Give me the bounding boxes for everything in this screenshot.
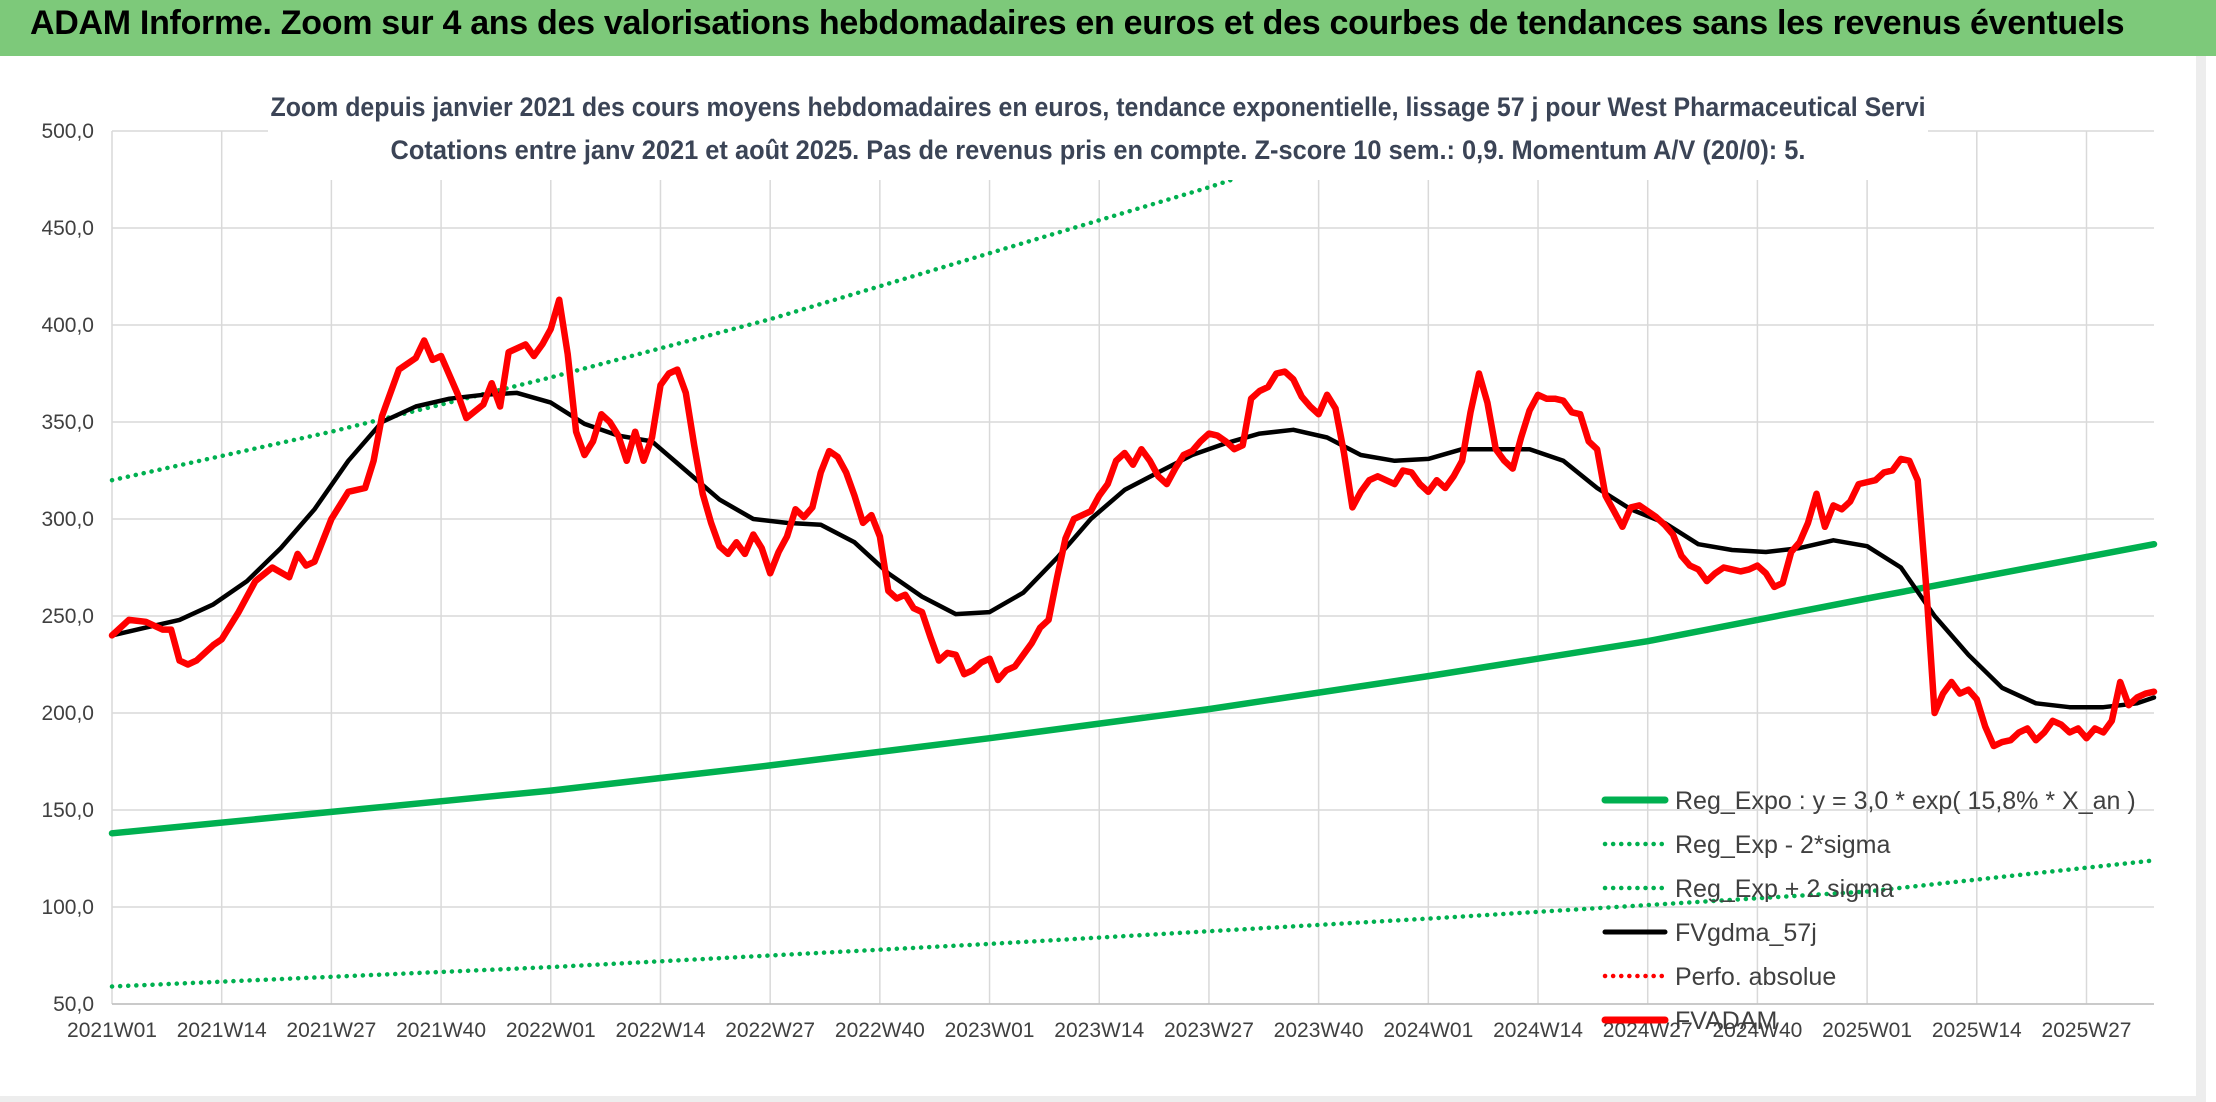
series-lines	[108, 128, 2158, 989]
x-tick-label: 2025W14	[1932, 1019, 2022, 1042]
x-tick-label: 2022W40	[835, 1019, 925, 1042]
y-tick-label: 50,0	[53, 993, 94, 1016]
legend-label-5: FVADAM	[1675, 1007, 1777, 1035]
series-line-2	[109, 128, 1380, 483]
y-tick-label: 150,0	[41, 799, 94, 822]
y-tick-label: 450,0	[41, 217, 94, 240]
header-bar: ADAM Informe. Zoom sur 4 ans des valoris…	[0, 0, 2216, 56]
x-tick-label: 2022W27	[725, 1019, 815, 1042]
y-tick-label: 250,0	[41, 605, 94, 628]
x-tick-label: 2025W01	[1822, 1019, 1912, 1042]
y-tick-label: 200,0	[41, 702, 94, 725]
x-tick-label: 2021W40	[396, 1019, 486, 1042]
chart-svg: Zoom depuis janvier 2021 des cours moyen…	[41, 82, 2158, 1042]
legend-label-0: Reg_Expo : y = 3,0 * exp( 15,8% * X_an )	[1675, 787, 2136, 815]
x-tick-label: 2024W27	[1603, 1019, 1693, 1042]
page-title: ADAM Informe. Zoom sur 4 ans des valoris…	[30, 4, 2125, 42]
series-line-0	[108, 540, 2158, 837]
x-tick-label: 2025W27	[2042, 1019, 2132, 1042]
axis-labels: 50,0 100,0 150,0 200,0 250,0 300,0 350,0 400,0 4…	[41, 120, 2131, 1042]
chart-title: Zoom depuis janvier 2021 des cours moyen…	[271, 92, 1926, 122]
x-tick-label: 2023W14	[1054, 1019, 1144, 1042]
legend: Reg_Expo : y = 3,0 * exp( 15,8% * X_an )…	[1601, 787, 2136, 1035]
legend-label-2: Reg_Exp + 2 sigma	[1675, 875, 1894, 903]
x-tick-label: 2021W14	[177, 1019, 267, 1042]
chart-panel: Zoom depuis janvier 2021 des cours moyen…	[0, 56, 2206, 1102]
y-tick-label: 400,0	[41, 314, 94, 337]
x-tick-label: 2023W27	[1164, 1019, 1254, 1042]
y-tick-label: 300,0	[41, 508, 94, 531]
chart-subtitle: Cotations entre janv 2021 et août 2025. …	[391, 135, 1806, 165]
legend-label-4: Perfo. absolue	[1675, 963, 1836, 991]
x-tick-label: 2023W40	[1274, 1019, 1364, 1042]
x-tick-label: 2022W14	[616, 1019, 706, 1042]
series-line-5	[108, 296, 2158, 750]
x-tick-label: 2024W14	[1493, 1019, 1583, 1042]
x-tick-label: 2022W01	[506, 1019, 596, 1042]
y-tick-label: 500,0	[41, 120, 94, 143]
x-tick-label: 2024W01	[1383, 1019, 1473, 1042]
legend-label-1: Reg_Exp - 2*sigma	[1675, 831, 1890, 859]
y-tick-label: 100,0	[41, 896, 94, 919]
x-tick-label: 2021W27	[286, 1019, 376, 1042]
y-tick-label: 350,0	[41, 411, 94, 434]
x-tick-label: 2021W01	[67, 1019, 157, 1042]
x-tick-label: 2024W40	[1712, 1019, 1802, 1042]
x-tick-label: 2023W01	[945, 1019, 1035, 1042]
legend-label-3: FVgdma_57j	[1675, 919, 1817, 947]
title-backdrop	[268, 82, 1928, 180]
series-line-1	[109, 858, 2157, 989]
chart-titles: Zoom depuis janvier 2021 des cours moyen…	[268, 82, 1928, 180]
grid-lines	[111, 130, 2154, 1005]
series-line-3	[109, 390, 2157, 710]
